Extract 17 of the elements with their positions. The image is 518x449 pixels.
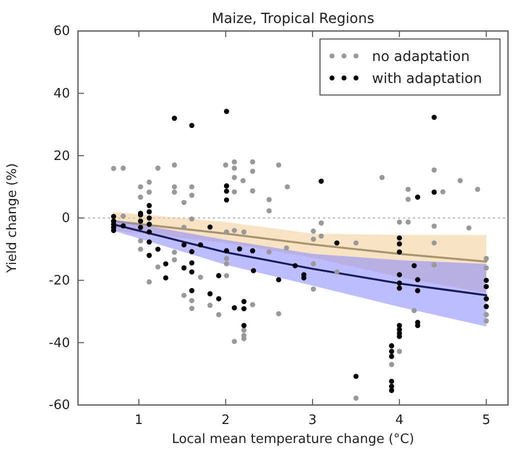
y-axis-title: Yield change (%) — [5, 163, 20, 274]
x-axis-title: Local mean temperature change (°C) — [172, 432, 414, 447]
x-tick-label: 5 — [482, 413, 490, 428]
y-tick-label: 40 — [53, 86, 70, 102]
y-tick-label: -40 — [48, 336, 70, 351]
x-tick-label: 1 — [134, 413, 143, 428]
x-tick-label: 4 — [395, 413, 404, 428]
y-tick-label: 0 — [62, 211, 70, 226]
y-tick-label: 20 — [53, 148, 70, 164]
legend-label: no adaptation — [372, 49, 470, 65]
chart-title: Maize, Tropical Regions — [212, 11, 374, 27]
y-tick-label: -60 — [48, 398, 70, 414]
x-tick-label: 3 — [308, 413, 317, 428]
y-tick-label: 60 — [53, 24, 70, 40]
x-tick-label: 2 — [222, 413, 230, 428]
legend-label: with adaptation — [372, 71, 482, 87]
y-tick-label: -20 — [48, 273, 70, 288]
